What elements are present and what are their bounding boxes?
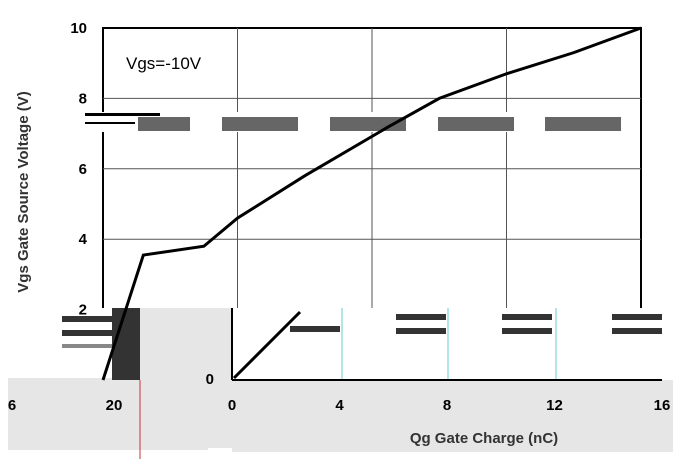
artifact-stripe-1 (85, 113, 160, 116)
y-tick-label: 10 (70, 20, 87, 37)
artifact-bar-5 (545, 117, 621, 131)
inset-gray-bottom (232, 380, 673, 452)
inset-stripe-b (62, 330, 112, 336)
inset-stripe-e (396, 314, 446, 320)
glitch-artifacts (85, 112, 625, 132)
y-tick-labels: 2 4 6 8 10 (70, 20, 87, 319)
artifact-bar-4 (438, 117, 514, 131)
x-tick-label: 8 (443, 397, 451, 414)
x-axis-title: Qg Gate Charge (nC) (410, 430, 558, 447)
inset-stripe-g (502, 314, 552, 320)
inset-stripe-d (290, 326, 340, 332)
inset-gray-center (140, 308, 232, 448)
inset-stripe-c (62, 344, 112, 348)
series-line (101, 26, 642, 381)
y-tick-label: 6 (79, 161, 87, 178)
inset-stripe-h (502, 328, 552, 334)
artifact-bar-2 (222, 117, 298, 131)
artifact-x-tick-6: 6 (8, 397, 16, 414)
inset-stripe-a (62, 316, 112, 322)
inset-y-tick-0: 0 (206, 371, 214, 388)
x-tick-label: 16 (654, 397, 671, 414)
vgs-annotation: Vgs=-10V (126, 54, 202, 73)
y-tick-label: 4 (79, 231, 88, 248)
x-tick-label: 0 (228, 397, 236, 414)
artifact-stripe-2 (85, 122, 135, 124)
inset-dark-block (112, 308, 140, 380)
inset-stripe-j (612, 328, 662, 334)
x-tick-label: 4 (335, 397, 344, 414)
inset-stripe-f (396, 328, 446, 334)
y-axis-title: Vgs Gate Source Voltage (V) (15, 91, 32, 292)
y-tick-label: 8 (79, 90, 87, 107)
x-tick-label: 12 (546, 397, 563, 414)
y-tick-label: 2 (79, 302, 87, 319)
artifact-bar-1 (138, 117, 190, 131)
inset-artifact-panel (8, 308, 673, 459)
inset-stripe-i (612, 314, 662, 320)
x-tick-labels: 0 4 8 12 16 (228, 397, 671, 414)
inset-curve (232, 310, 302, 380)
artifact-x-tick-20: 20 (106, 397, 123, 414)
